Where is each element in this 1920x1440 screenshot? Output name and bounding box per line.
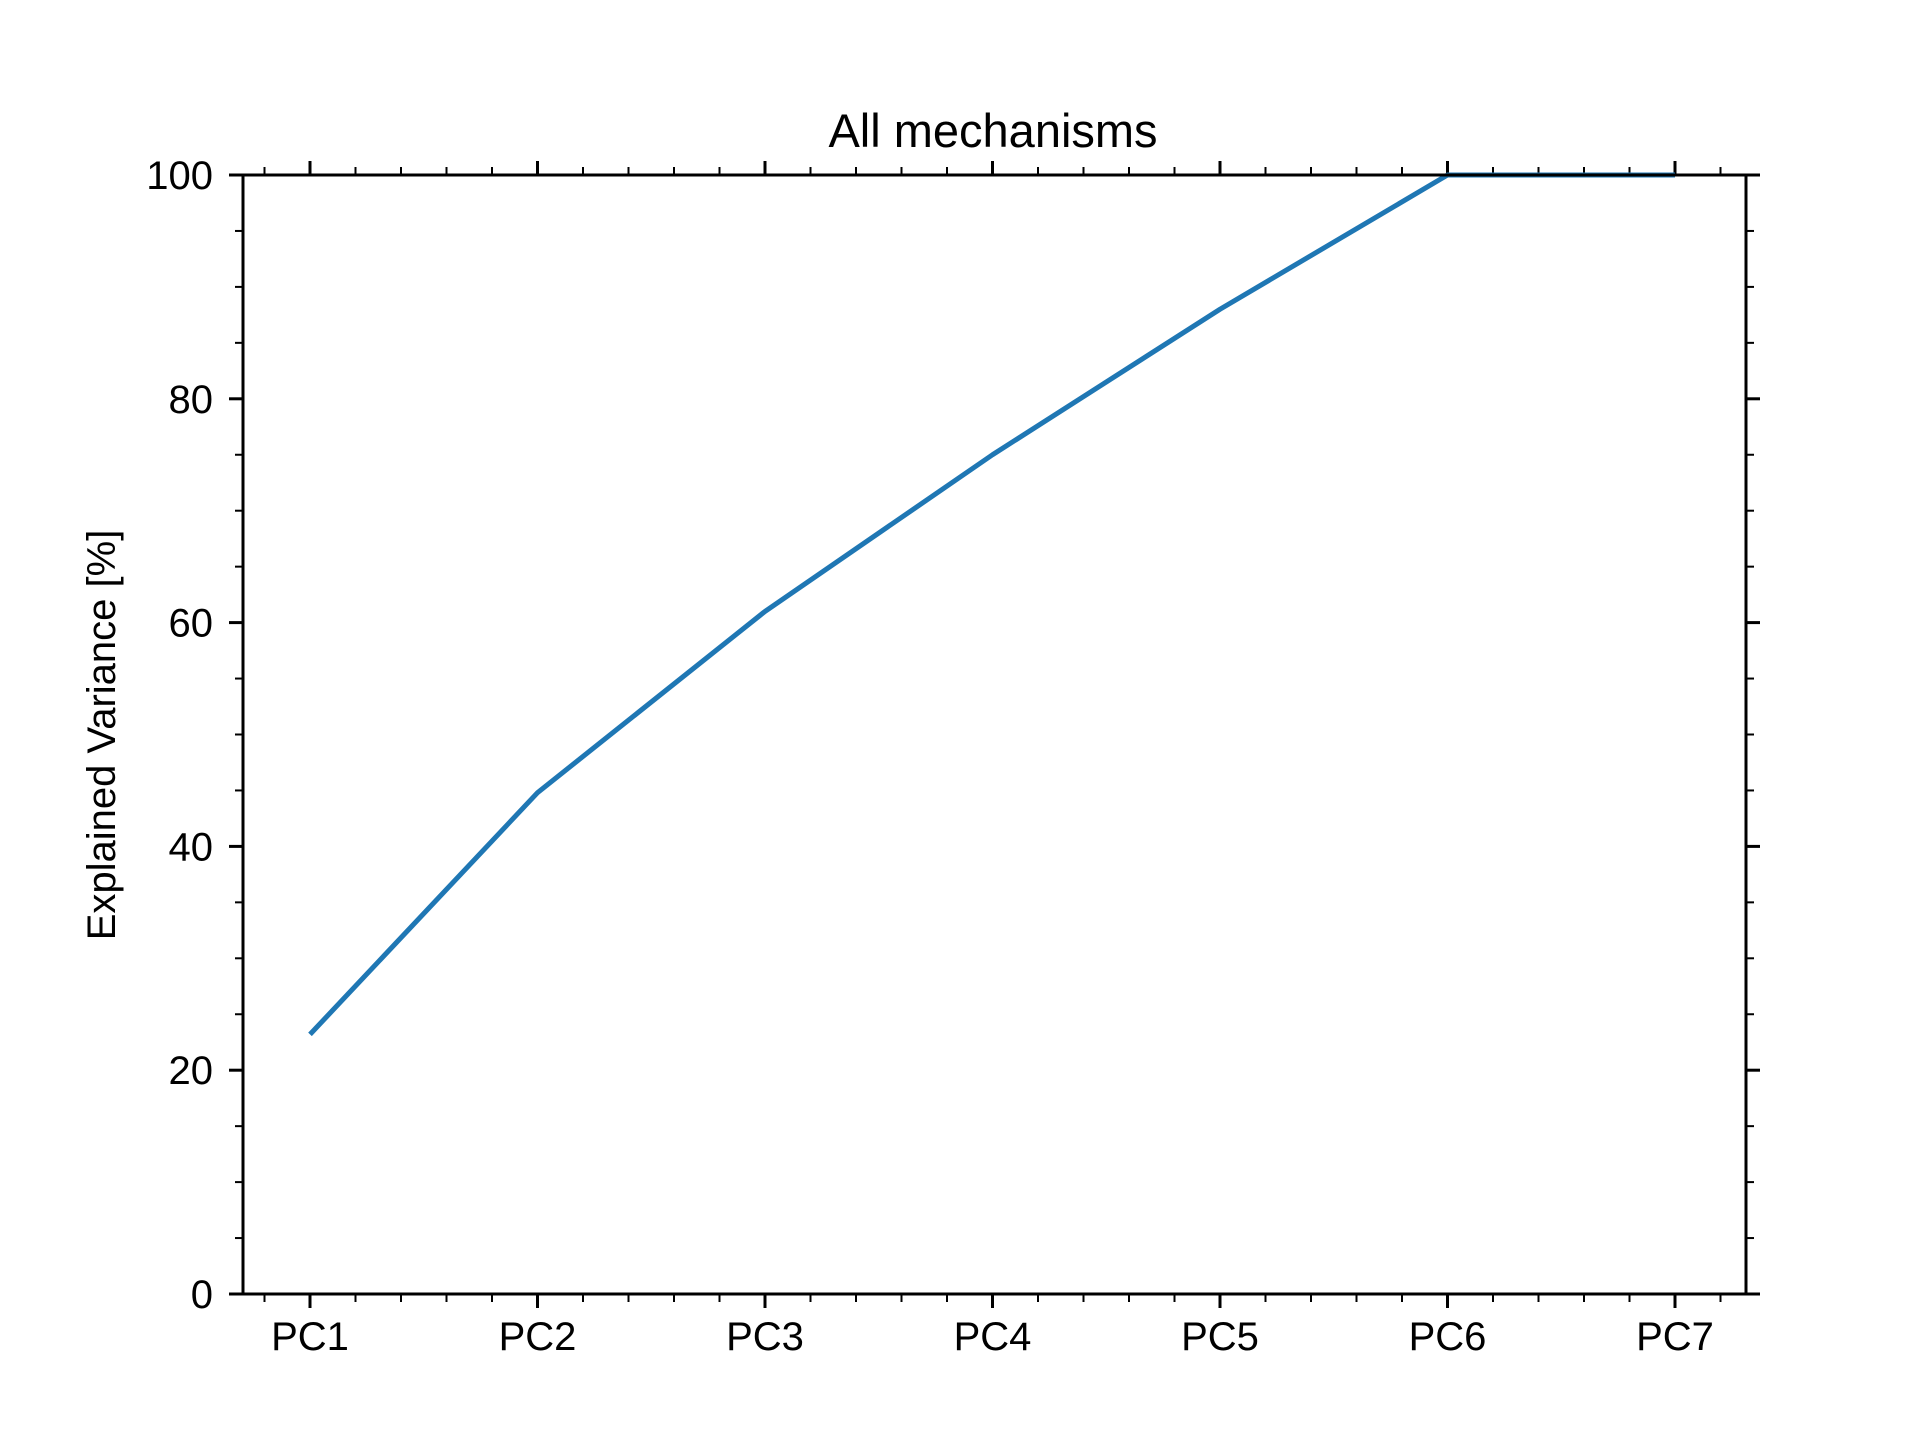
- x-tick-label-0: PC1: [271, 1315, 349, 1359]
- y-tick-label-3: 60: [169, 602, 214, 646]
- series-group: [308, 172, 1675, 1037]
- y-axis-label: Explained Variance [%]: [80, 530, 124, 941]
- tick-labels: 0 20 40 60 80 100 PC1 PC2 PC3 PC4 PC5 PC6 PC7: [146, 154, 1714, 1359]
- series-line-0: [308, 172, 1675, 1037]
- x-tick-label-3: PC4: [954, 1315, 1032, 1359]
- y-tick-label-0: 0: [191, 1273, 213, 1317]
- x-tick-label-5: PC6: [1409, 1315, 1487, 1359]
- y-tick-label-5: 100: [146, 154, 213, 198]
- chart-title: All mechanisms: [828, 104, 1157, 157]
- y-tick-label-4: 80: [169, 378, 214, 422]
- x-tick-label-1: PC2: [499, 1315, 577, 1359]
- plot-frame: [241, 173, 1748, 1296]
- x-tick-label-4: PC5: [1181, 1315, 1259, 1359]
- y-tick-label-2: 40: [169, 825, 214, 869]
- x-tick-label-6: PC7: [1636, 1315, 1714, 1359]
- axis-ticks: [229, 161, 1760, 1308]
- y-tick-label-1: 20: [169, 1049, 214, 1093]
- x-tick-label-2: PC3: [726, 1315, 804, 1359]
